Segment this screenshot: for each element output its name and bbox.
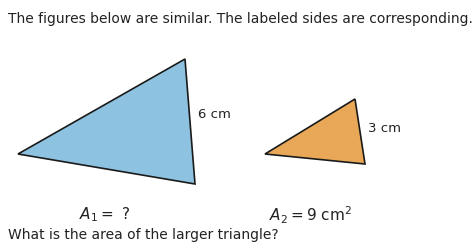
Text: What is the area of the larger triangle?: What is the area of the larger triangle?	[8, 227, 279, 241]
Text: $A_2 = 9$ cm$^2$: $A_2 = 9$ cm$^2$	[269, 204, 351, 226]
Text: The figures below are similar. The labeled sides are corresponding.: The figures below are similar. The label…	[8, 12, 473, 26]
Polygon shape	[18, 60, 195, 184]
Text: 6 cm: 6 cm	[198, 108, 231, 121]
Text: $A_1 = $ ?: $A_1 = $ ?	[80, 204, 130, 223]
Polygon shape	[265, 100, 365, 164]
Text: 3 cm: 3 cm	[368, 121, 401, 134]
